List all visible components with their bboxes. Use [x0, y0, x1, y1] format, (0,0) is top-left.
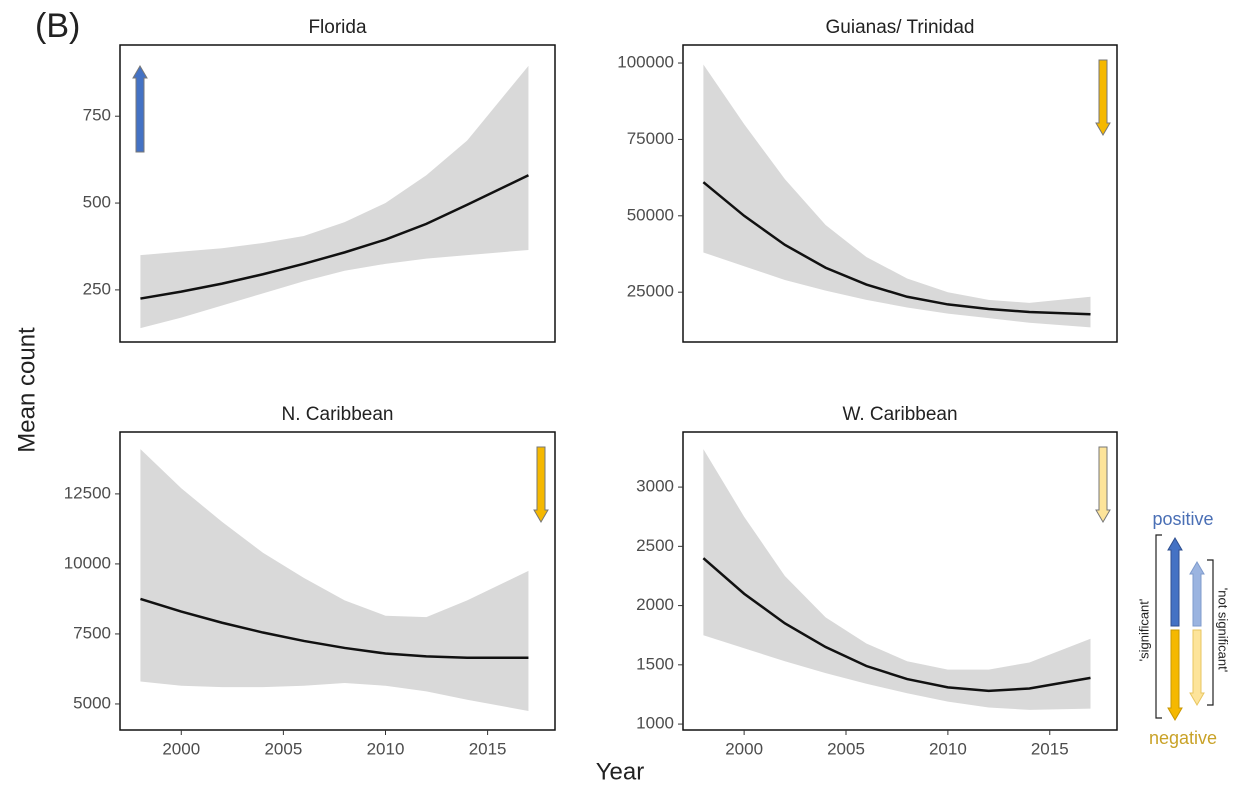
y-tick-label: 1500	[636, 654, 674, 673]
y-tick-label: 3000	[636, 477, 674, 496]
y-tick-label: 250	[83, 279, 111, 298]
y-tick-label: 25000	[627, 282, 674, 301]
panel-title: W. Caribbean	[842, 404, 957, 425]
arrow	[1189, 561, 1205, 627]
bracket-not-significant	[1207, 559, 1214, 706]
x-axis-label: Year	[596, 758, 645, 785]
y-tick-label: 75000	[627, 129, 674, 148]
legend-significant: 'significant'	[1136, 599, 1151, 662]
plot-frame	[682, 44, 1118, 343]
trend-line	[702, 557, 1091, 693]
x-tick-label: 2000	[162, 739, 200, 758]
arrow	[132, 65, 148, 153]
y-tick-label: 50000	[627, 205, 674, 224]
legend-negative: negative	[1149, 728, 1217, 748]
x-tick-label: 2015	[469, 739, 507, 758]
trend-line	[702, 181, 1091, 316]
panel-title: N. Caribbean	[282, 404, 394, 425]
confidence-band	[703, 449, 1091, 710]
trend-line	[140, 174, 529, 300]
legend-not-significant: 'not significant'	[1216, 588, 1231, 672]
x-tick-label: 2005	[264, 739, 302, 758]
x-tick-label: 2000	[725, 739, 763, 758]
plot-frame	[119, 431, 556, 731]
y-tick-label: 1000	[636, 714, 674, 733]
legend-positive: positive	[1152, 509, 1213, 529]
arrow	[533, 446, 549, 523]
bracket-significant	[1155, 534, 1162, 719]
y-tick-label: 12500	[64, 483, 111, 502]
y-tick-label: 2500	[636, 536, 674, 555]
y-tick-label: 5000	[73, 693, 111, 712]
arrow	[1167, 629, 1183, 721]
confidence-band	[140, 449, 529, 711]
panel-title: Florida	[308, 17, 367, 38]
trend-line	[140, 597, 529, 659]
x-tick-label: 2010	[929, 739, 967, 758]
arrow	[1189, 629, 1205, 706]
panel-title: Guianas/ Trinidad	[826, 17, 975, 38]
arrow	[1167, 537, 1183, 627]
arrow	[1095, 59, 1111, 136]
y-tick-label: 10000	[64, 553, 111, 572]
y-axis-label: Mean count	[13, 327, 40, 453]
y-tick-label: 500	[83, 193, 111, 212]
panel-label: (B)	[35, 7, 80, 45]
x-tick-label: 2010	[367, 739, 405, 758]
y-tick-label: 750	[83, 106, 111, 125]
y-tick-label: 2000	[636, 595, 674, 614]
plot-frame	[682, 431, 1118, 731]
x-tick-label: 2015	[1031, 739, 1069, 758]
plot-frame	[119, 44, 556, 343]
arrow	[1095, 446, 1111, 523]
y-tick-label: 7500	[73, 623, 111, 642]
confidence-band	[703, 64, 1091, 328]
x-tick-label: 2005	[827, 739, 865, 758]
confidence-band	[140, 65, 529, 329]
y-tick-label: 100000	[617, 53, 674, 72]
